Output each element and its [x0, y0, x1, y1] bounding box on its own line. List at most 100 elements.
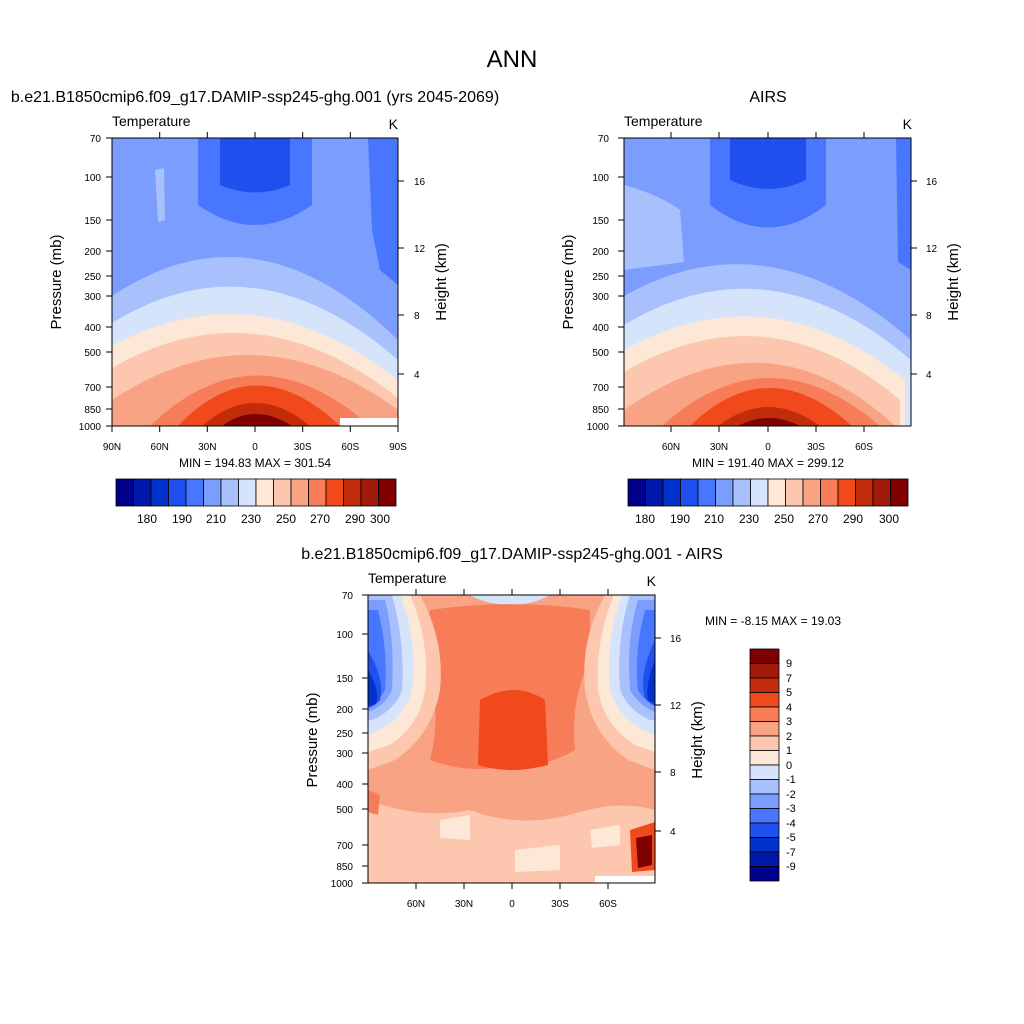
x-tick-label: 60S	[599, 899, 617, 910]
colorbar-cell	[168, 478, 187, 507]
colorbar-cell	[325, 478, 344, 507]
colorbar-cell	[872, 478, 891, 507]
colorbar-label: 4	[786, 702, 792, 714]
x-tick-label: 60S	[855, 442, 873, 453]
colorbar-label: 190	[172, 512, 192, 526]
colorbar-label: 270	[808, 512, 828, 526]
panel-title: b.e21.B1850cmip6.f09_g17.DAMIP-ssp245-gh…	[11, 89, 499, 106]
panel-difference: b.e21.B1850cmip6.f09_g17.DAMIP-ssp245-gh…	[301, 546, 841, 910]
y-tick-label: 200	[84, 247, 101, 258]
contour-band-295	[718, 407, 820, 426]
colorbar-cell	[662, 478, 681, 507]
y-tick-label: 500	[84, 348, 101, 359]
colorbar-label: 230	[739, 512, 759, 526]
colorbar-cell	[785, 478, 804, 507]
y-axis-label-right: Height (km)	[433, 243, 450, 321]
panel-airs: AIRS Temperature K	[560, 89, 962, 526]
colorbar-cell	[185, 478, 204, 507]
colorbar-cell	[749, 750, 780, 766]
y-tick-label: 1000	[331, 879, 354, 890]
contour-band-minus7	[647, 660, 655, 704]
colorbar-label: 210	[704, 512, 724, 526]
y-tick-label: 100	[336, 630, 353, 641]
contour-band-0	[440, 815, 620, 872]
y-tick-label: 150	[336, 674, 353, 685]
x-tick-marks	[111, 132, 399, 432]
colorbar-label: -3	[786, 803, 796, 815]
colorbar-cell	[837, 478, 856, 507]
x-tick-label: 30N	[198, 442, 216, 453]
colorbar-cell	[680, 478, 699, 507]
x-tick-marks	[415, 589, 609, 889]
min-max-stats: MIN = 191.40 MAX = 299.12	[692, 456, 844, 470]
colorbar-cell	[627, 478, 646, 507]
contour-field	[112, 138, 398, 426]
y-tick-label: 70	[90, 134, 102, 145]
colorbar-cell	[290, 478, 309, 507]
y-tick-label: 150	[592, 216, 609, 227]
missing-data-mask	[595, 876, 655, 883]
colorbar-cell	[749, 779, 780, 795]
colorbar-cell	[203, 478, 222, 507]
contour-field	[368, 595, 655, 883]
y-tick-label: 200	[592, 247, 609, 258]
contour-field	[624, 138, 911, 426]
colorbar-cell	[238, 478, 257, 507]
colorbar-cell	[802, 478, 821, 507]
contour-band-220	[624, 185, 684, 270]
colorbar-cell	[749, 793, 780, 809]
panel-title: b.e21.B1850cmip6.f09_g17.DAMIP-ssp245-gh…	[301, 546, 723, 563]
y-tick-label: 70	[598, 134, 610, 145]
colorbar-cell	[715, 478, 734, 507]
colorbar-cell	[343, 478, 362, 507]
colorbar-label: 5	[786, 687, 792, 699]
contour-band-1	[368, 800, 655, 883]
colorbar-label: 190	[670, 512, 690, 526]
y-tick-label: 300	[84, 292, 101, 303]
colorbar-cell	[749, 866, 780, 882]
y-tick-label: 70	[342, 591, 354, 602]
x-tick-marks	[670, 132, 865, 432]
colorbar-label: 210	[206, 512, 226, 526]
colorbar-cell	[749, 648, 780, 664]
x-tick-label: 0	[509, 899, 515, 910]
y-tick-label: 850	[592, 405, 609, 416]
colorbar-cell	[749, 677, 780, 693]
contour-band-195	[730, 138, 806, 189]
y-tick-label: 200	[336, 705, 353, 716]
colorbar-cell	[115, 478, 134, 507]
y-tick-label: 850	[84, 405, 101, 416]
panel-units-label: K	[389, 116, 399, 132]
colorbar-difference	[749, 648, 780, 882]
contour-band-3	[420, 604, 590, 769]
contour-band-290	[690, 388, 852, 426]
y-tick-label: 100	[592, 173, 609, 184]
y-tick-label: 400	[336, 780, 353, 791]
colorbar-cell	[360, 478, 379, 507]
colorbar-label: 1	[786, 745, 792, 757]
colorbar-label: 300	[879, 512, 899, 526]
y-tick-label: 1000	[79, 422, 102, 433]
y-tick-label: 1000	[587, 422, 610, 433]
colorbar-cell	[890, 478, 909, 507]
colorbar-cell	[308, 478, 327, 507]
y-axis-label: Pressure (mb)	[48, 234, 65, 329]
x-tick-label: 30N	[710, 442, 728, 453]
colorbar-cell	[150, 478, 169, 507]
x-tick-label: 60S	[341, 442, 359, 453]
height-tick-label: 16	[926, 177, 938, 188]
colorbar-cell	[749, 721, 780, 737]
x-tick-label: 30S	[294, 442, 312, 453]
colorbar-label: -7	[786, 847, 796, 859]
y-tick-label: 150	[84, 216, 101, 227]
x-tick-label: 90N	[103, 442, 121, 453]
height-tick-label: 16	[414, 177, 426, 188]
colorbar-cell	[133, 478, 152, 507]
y-tick-label: 500	[336, 805, 353, 816]
panel-left-label: Temperature	[624, 113, 703, 129]
y-tick-label: 100	[84, 173, 101, 184]
panel-left-label: Temperature	[368, 570, 447, 586]
colorbar-label: 250	[774, 512, 794, 526]
y-tick-label: 250	[84, 272, 101, 283]
